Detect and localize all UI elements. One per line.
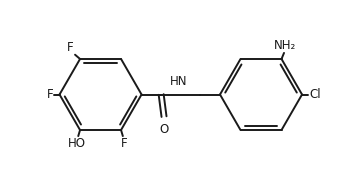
Text: F: F <box>47 88 53 101</box>
Text: F: F <box>67 41 74 54</box>
Text: HN: HN <box>170 75 188 88</box>
Text: NH₂: NH₂ <box>274 39 296 52</box>
Text: Cl: Cl <box>309 88 321 101</box>
Text: F: F <box>121 137 127 150</box>
Text: HO: HO <box>67 137 86 150</box>
Text: O: O <box>159 123 169 136</box>
